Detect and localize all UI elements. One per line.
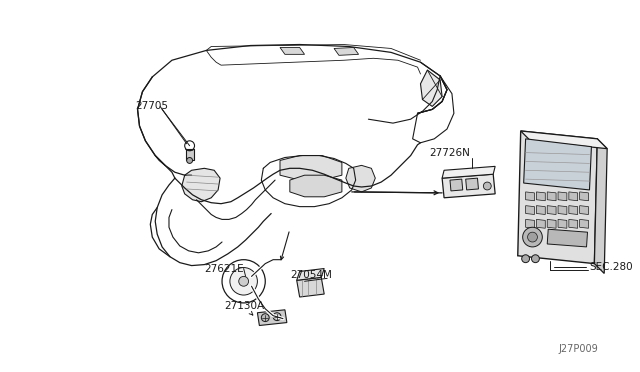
Polygon shape bbox=[420, 70, 442, 106]
Text: SEC.280: SEC.280 bbox=[589, 262, 633, 272]
Circle shape bbox=[523, 227, 542, 247]
Circle shape bbox=[185, 141, 195, 151]
Polygon shape bbox=[525, 206, 534, 215]
Polygon shape bbox=[280, 155, 342, 180]
Polygon shape bbox=[290, 175, 342, 197]
Polygon shape bbox=[558, 219, 567, 228]
Polygon shape bbox=[182, 168, 220, 202]
Polygon shape bbox=[558, 192, 567, 201]
Polygon shape bbox=[569, 219, 578, 228]
Polygon shape bbox=[547, 229, 588, 247]
Polygon shape bbox=[536, 192, 545, 201]
Circle shape bbox=[273, 313, 281, 321]
Text: 27130A: 27130A bbox=[224, 301, 264, 311]
Polygon shape bbox=[518, 131, 597, 264]
Polygon shape bbox=[580, 192, 589, 201]
Polygon shape bbox=[595, 139, 607, 273]
Polygon shape bbox=[442, 174, 495, 198]
Circle shape bbox=[239, 276, 248, 286]
Polygon shape bbox=[257, 310, 287, 326]
Text: 27705: 27705 bbox=[136, 102, 168, 112]
Circle shape bbox=[527, 232, 538, 242]
Polygon shape bbox=[547, 219, 556, 228]
Circle shape bbox=[230, 267, 257, 295]
Polygon shape bbox=[547, 192, 556, 201]
Polygon shape bbox=[536, 219, 545, 228]
Text: 27726N: 27726N bbox=[429, 148, 470, 158]
Polygon shape bbox=[524, 139, 591, 190]
Polygon shape bbox=[466, 178, 479, 190]
Polygon shape bbox=[547, 206, 556, 215]
Polygon shape bbox=[297, 269, 324, 280]
Polygon shape bbox=[450, 179, 463, 191]
Circle shape bbox=[483, 182, 492, 190]
Circle shape bbox=[522, 255, 529, 263]
Circle shape bbox=[531, 255, 540, 263]
Circle shape bbox=[222, 260, 265, 303]
Polygon shape bbox=[558, 206, 567, 215]
Polygon shape bbox=[280, 48, 305, 54]
Text: J27P009: J27P009 bbox=[558, 344, 598, 354]
Text: 27621E: 27621E bbox=[204, 263, 244, 273]
Polygon shape bbox=[334, 48, 358, 55]
Polygon shape bbox=[521, 131, 607, 149]
Circle shape bbox=[187, 157, 193, 163]
Polygon shape bbox=[346, 166, 375, 192]
Polygon shape bbox=[580, 219, 589, 228]
Text: 27054M: 27054M bbox=[290, 270, 332, 280]
Polygon shape bbox=[525, 192, 534, 201]
Circle shape bbox=[261, 314, 269, 321]
Polygon shape bbox=[442, 166, 495, 178]
Polygon shape bbox=[186, 149, 193, 160]
Polygon shape bbox=[536, 206, 545, 215]
Polygon shape bbox=[569, 206, 578, 215]
Polygon shape bbox=[580, 206, 589, 215]
Polygon shape bbox=[525, 219, 534, 228]
Polygon shape bbox=[569, 192, 578, 201]
Polygon shape bbox=[297, 278, 324, 297]
